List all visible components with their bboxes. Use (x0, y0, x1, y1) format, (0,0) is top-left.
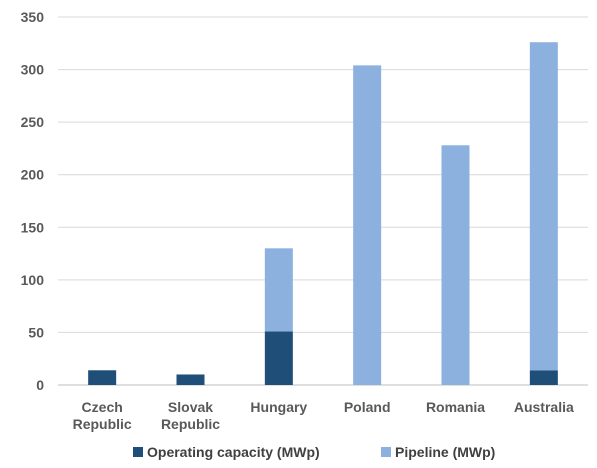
bar-operating (264, 331, 293, 385)
bar-operating (529, 370, 558, 385)
y-tick-label: 150 (21, 219, 45, 235)
bar-pipeline (529, 42, 558, 371)
x-tick-label: Republic (161, 416, 220, 432)
legend-swatch (133, 447, 143, 457)
legend: Operating capacity (MWp) Pipeline (MWp) (133, 444, 495, 460)
y-tick-label: 300 (21, 62, 45, 78)
y-tick-label: 200 (21, 167, 45, 183)
bar-pipeline (441, 145, 470, 385)
bar-operating (176, 374, 205, 385)
y-tick-label: 100 (21, 272, 45, 288)
bar-pipeline (353, 65, 382, 385)
x-tick-label: Hungary (250, 399, 307, 415)
bar-pipeline (264, 248, 293, 332)
x-tick-label: Slovak (168, 399, 213, 415)
legend-label: Pipeline (MWp) (395, 444, 495, 460)
y-axis: 0 50 100 150 200 250 300 350 (21, 9, 45, 393)
x-tick-label: Republic (73, 416, 132, 432)
x-tick-label: Romania (426, 399, 485, 415)
y-tick-label: 0 (36, 377, 44, 393)
bar-operating (88, 370, 117, 385)
legend-label: Operating capacity (MWp) (147, 444, 320, 460)
bars (88, 42, 558, 385)
y-tick-label: 250 (21, 114, 45, 130)
legend-swatch (381, 447, 391, 457)
x-tick-label: Czech (82, 399, 123, 415)
y-tick-label: 350 (21, 9, 45, 25)
gridlines (58, 16, 588, 386)
y-tick-label: 50 (28, 324, 44, 340)
x-tick-label: Australia (514, 399, 574, 415)
x-tick-label: Poland (344, 399, 391, 415)
